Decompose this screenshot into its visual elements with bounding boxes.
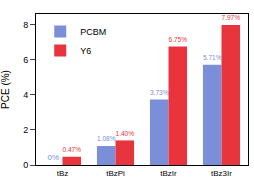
svg-text:6.75%: 6.75% xyxy=(169,36,188,43)
svg-text:5.71%: 5.71% xyxy=(203,54,222,61)
svg-text:tBz3Ir: tBz3Ir xyxy=(211,169,232,178)
svg-text:PCBM: PCBM xyxy=(80,27,106,37)
svg-text:Y6: Y6 xyxy=(80,46,91,56)
svg-text:0: 0 xyxy=(23,160,28,170)
svg-text:2: 2 xyxy=(23,125,28,135)
svg-text:tBzIr: tBzIr xyxy=(160,169,177,178)
svg-text:4: 4 xyxy=(23,90,28,100)
svg-text:1.40%: 1.40% xyxy=(116,130,135,137)
svg-text:tBz: tBz xyxy=(57,169,69,178)
svg-text:0.47%: 0.47% xyxy=(63,146,82,153)
svg-text:0%: 0% xyxy=(47,153,59,162)
svg-text:7.97%: 7.97% xyxy=(222,14,241,21)
svg-text:6: 6 xyxy=(23,55,28,65)
svg-text:1.08%: 1.08% xyxy=(97,135,116,142)
svg-text:PCE (%): PCE (%) xyxy=(0,70,11,109)
svg-text:3.73%: 3.73% xyxy=(150,89,169,96)
svg-text:8: 8 xyxy=(23,20,28,30)
svg-text:tBzPi: tBzPi xyxy=(106,169,125,178)
